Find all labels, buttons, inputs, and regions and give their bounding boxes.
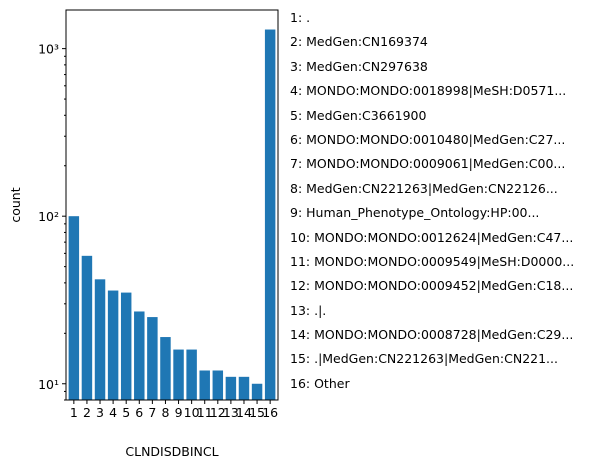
bar-8 — [160, 337, 171, 400]
legend-item: 5: MedGen:C3661900 — [290, 107, 427, 123]
legend-item: 12: MONDO:MONDO:0009452|MedGen:C18... — [290, 278, 574, 294]
x-tick-label: 3 — [96, 405, 104, 420]
legend-item: 14: MONDO:MONDO:0008728|MedGen:C29... — [290, 327, 574, 343]
x-tick-label: 11 — [197, 405, 213, 420]
x-tick-label: 7 — [148, 405, 156, 420]
x-axis-label: CLNDISDBINCL — [125, 444, 218, 459]
bar-10 — [186, 349, 197, 400]
x-tick-label: 14 — [236, 405, 252, 420]
legend-item: 11: MONDO:MONDO:0009549|MeSH:D0000... — [290, 253, 575, 269]
x-tick-label: 4 — [109, 405, 117, 420]
x-tick-label: 12 — [210, 405, 226, 420]
y-tick-group: 10¹ 10² 10³ — [38, 42, 66, 401]
x-tick-label: 13 — [223, 405, 239, 420]
bar-2 — [81, 255, 93, 400]
legend-item: 9: Human_Phenotype_Ontology:HP:00... — [290, 205, 540, 221]
legend-item: 4: MONDO:MONDO:0018998|MeSH:D0571... — [290, 83, 567, 99]
legend-item: 13: .|. — [290, 302, 327, 318]
bar-1 — [68, 216, 80, 400]
legend: 1: . 2: MedGen:CN169374 3: MedGen:CN297638… — [290, 6, 574, 396]
x-tick-label: 15 — [249, 405, 265, 420]
bar-11 — [199, 370, 210, 400]
bar-3 — [94, 279, 106, 400]
y-tick-label: 10² — [38, 209, 59, 224]
y-tick-label: 10¹ — [38, 377, 59, 392]
x-tick-label: 9 — [175, 405, 183, 420]
legend-item: 16: Other — [290, 375, 350, 391]
x-tick-label: 10 — [184, 405, 200, 420]
bar-4 — [107, 290, 119, 400]
legend-item: 6: MONDO:MONDO:0010480|MedGen:C27... — [290, 131, 566, 147]
legend-item: 10: MONDO:MONDO:0012624|MedGen:C47... — [290, 229, 574, 245]
x-tick-label: 2 — [83, 405, 91, 420]
bars-group — [68, 29, 276, 400]
legend-item: 2: MedGen:CN169374 — [290, 34, 428, 50]
x-tick-label: 6 — [135, 405, 143, 420]
legend-item: 7: MONDO:MONDO:0009061|MedGen:C00... — [290, 156, 566, 172]
plot-area-frame — [65, 9, 279, 401]
bar-7 — [147, 317, 158, 400]
x-tick-label: 8 — [161, 405, 169, 420]
bar-15 — [251, 383, 263, 400]
legend-item: 15: .|MedGen:CN221263|MedGen:CN221... — [290, 351, 558, 367]
x-tick-label: 1 — [70, 405, 78, 420]
bar-14 — [238, 376, 250, 400]
x-tick-label: 16 — [262, 405, 278, 420]
bar-5 — [120, 292, 132, 400]
bar-12 — [212, 370, 224, 400]
legend-item: 3: MedGen:CN297638 — [290, 58, 428, 74]
y-tick-label: 10³ — [38, 42, 59, 57]
y-axis-label: count — [8, 187, 23, 222]
bar-6 — [134, 311, 145, 400]
legend-item: 8: MedGen:CN221263|MedGen:CN22126... — [290, 180, 558, 196]
x-tick-label: 5 — [122, 405, 130, 420]
bar-16 — [264, 29, 276, 400]
legend-item: 1: . — [290, 10, 311, 25]
bar-13 — [225, 376, 237, 400]
bar-9 — [173, 349, 184, 400]
